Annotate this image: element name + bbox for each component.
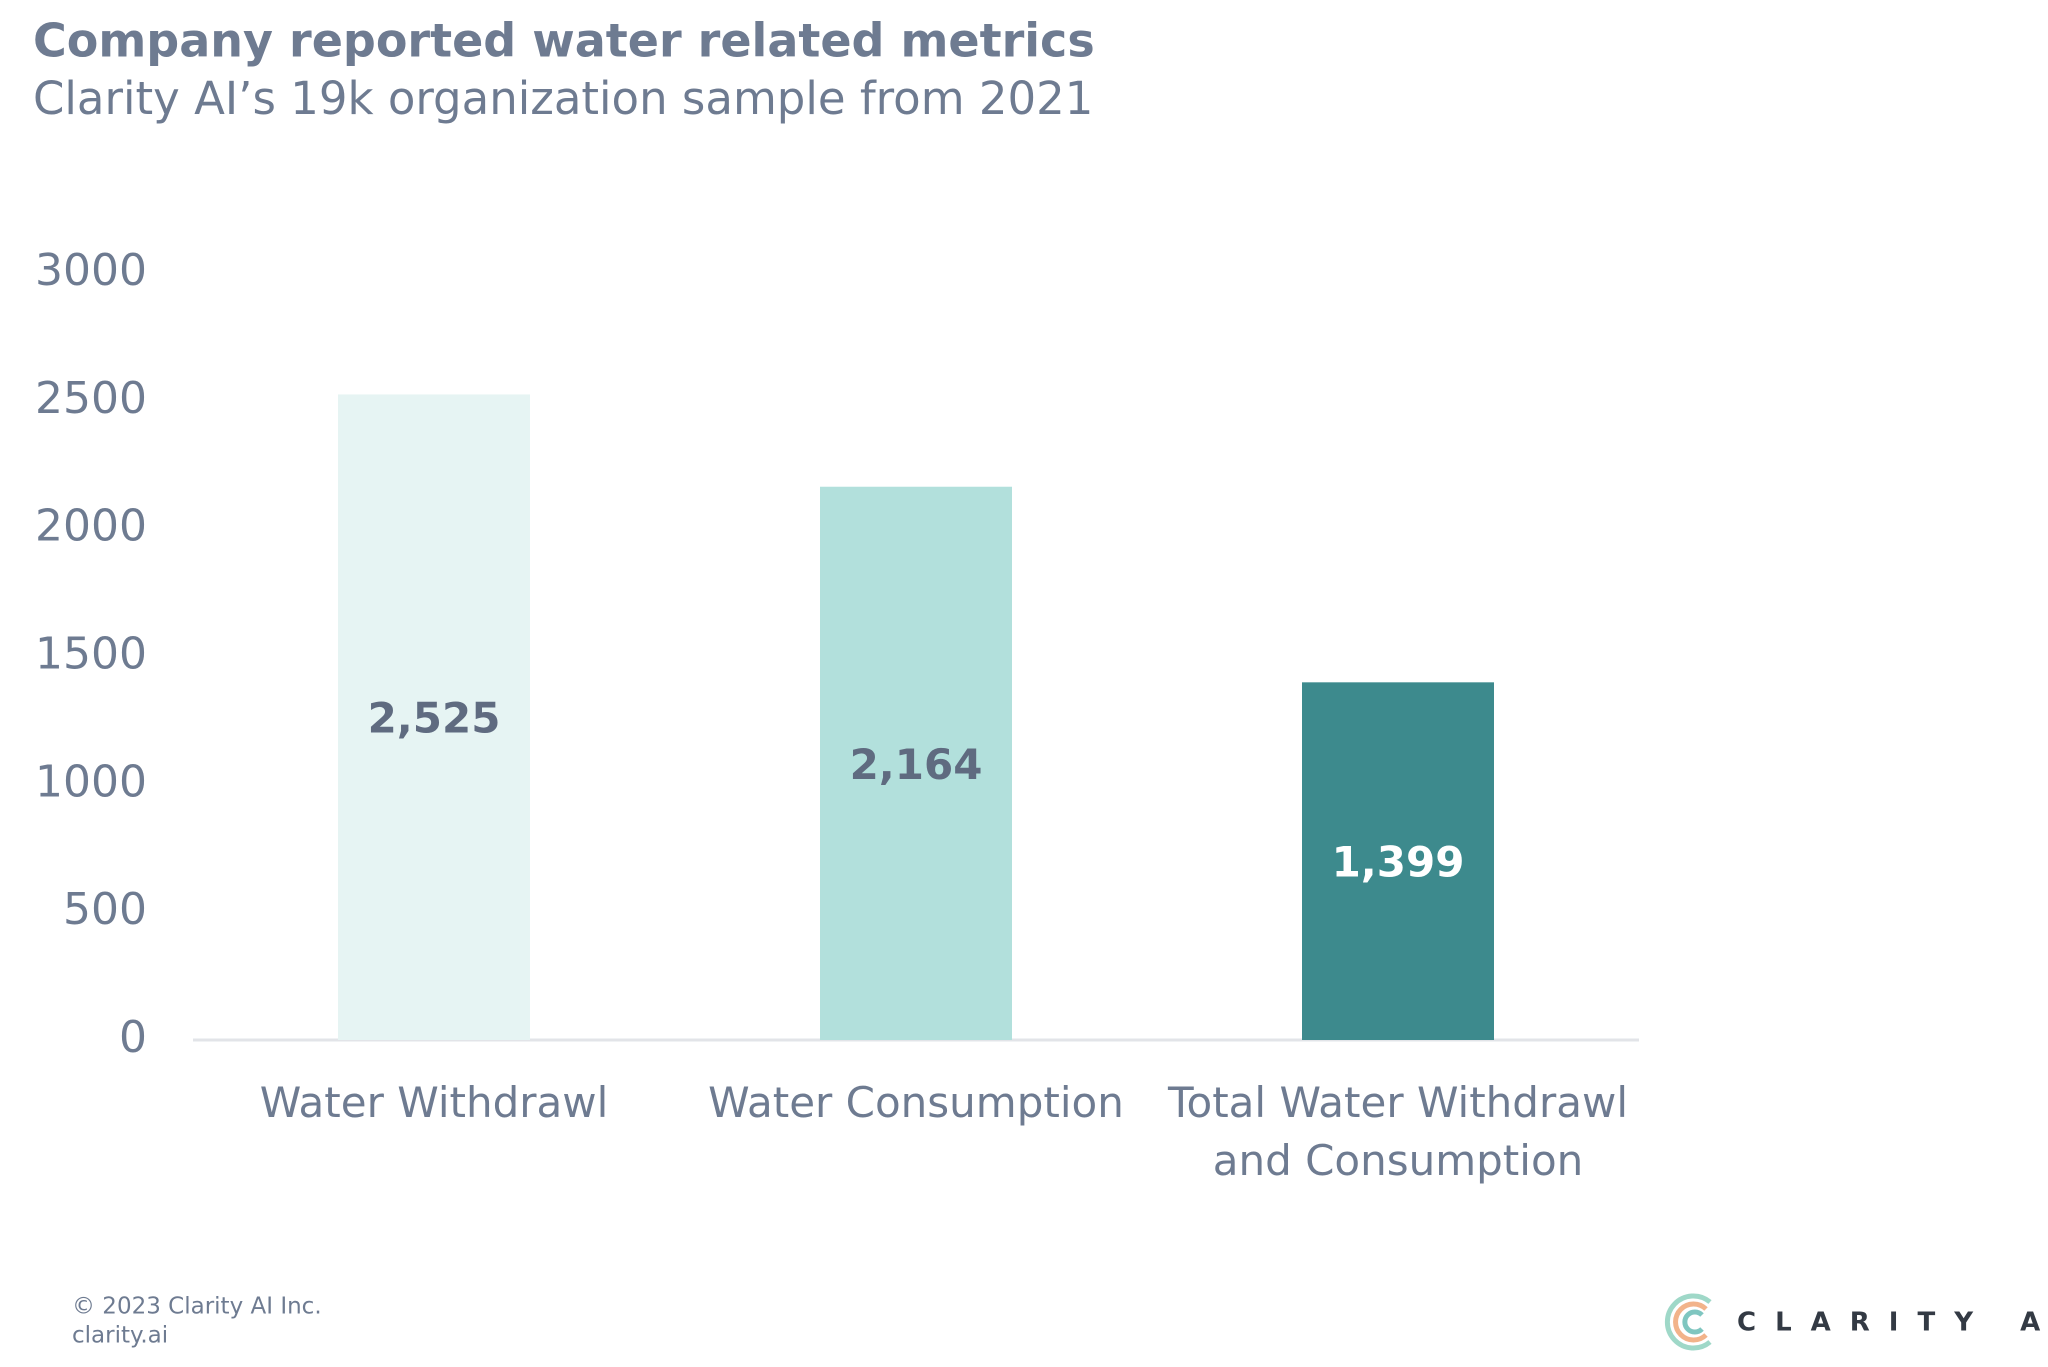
site: clarity.ai (72, 1323, 168, 1349)
x-tick-label: Water Withdrawl (259, 1078, 609, 1127)
y-tick-label: 0 (119, 1012, 147, 1063)
x-tick-label: Water Consumption (708, 1078, 1124, 1127)
chart-subtitle: Clarity AI’s 19k organization sample fro… (33, 72, 1093, 125)
y-tick-label: 3000 (35, 245, 147, 296)
bar (338, 394, 530, 1041)
bar (1302, 682, 1494, 1040)
value-label: 2,525 (368, 694, 501, 743)
copyright: © 2023 Clarity AI Inc. (72, 1294, 322, 1320)
bar (820, 486, 1012, 1041)
y-tick-label: 1500 (35, 629, 147, 680)
x-tick-label: Total Water Withdrawl and Consumption (1168, 1078, 1628, 1185)
logo-icon (1664, 1293, 1712, 1351)
value-label: 1,399 (1332, 838, 1465, 887)
chart-title: Company reported water related metrics (33, 14, 1095, 68)
y-tick-label: 1000 (35, 756, 147, 807)
y-tick-label: 500 (63, 884, 147, 935)
y-tick-label: 2500 (35, 373, 147, 424)
logo-text: CLARITY AI (1737, 1308, 2048, 1338)
value-label: 2,164 (850, 740, 983, 789)
y-tick-label: 2000 (35, 501, 147, 552)
